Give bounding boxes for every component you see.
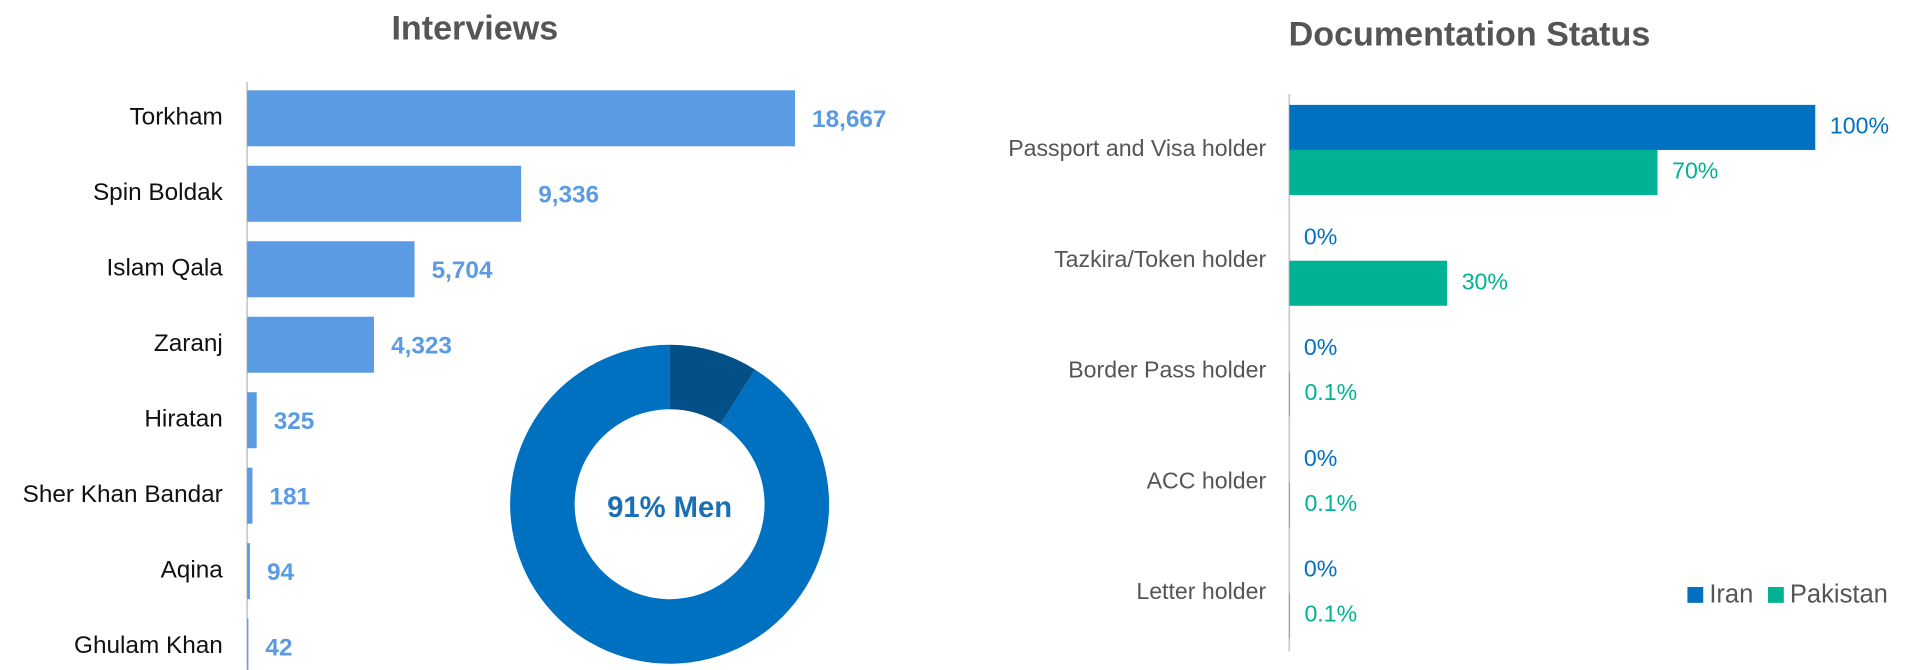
y-tick-label: Letter holder	[1136, 578, 1266, 604]
data-label: 0.1%	[1304, 490, 1357, 516]
data-label: 100%	[1830, 113, 1889, 139]
y-tick-label: Zaranj	[154, 330, 223, 357]
data-label: 181	[270, 484, 311, 511]
bar	[1289, 482, 1290, 528]
bar	[1289, 149, 1658, 195]
bar	[247, 543, 250, 600]
data-label: 0%	[1304, 445, 1337, 471]
y-tick-label: Hiratan	[144, 406, 222, 433]
bar	[247, 241, 415, 298]
bar	[247, 90, 796, 147]
data-label: 0.1%	[1304, 379, 1357, 405]
bar	[1289, 260, 1448, 306]
bar	[247, 392, 257, 449]
data-label: 18,667	[812, 106, 886, 133]
y-tick-label: Islam Qala	[107, 255, 224, 282]
donut-slice	[669, 344, 756, 425]
y-tick-label: Spin Boldak	[93, 179, 224, 206]
y-tick-label: Aqina	[161, 557, 224, 584]
data-label: 94	[267, 559, 295, 586]
data-label: 0%	[1304, 556, 1337, 582]
legend-label: Iran	[1709, 580, 1753, 608]
donut-slice	[510, 344, 830, 664]
legend-swatch	[1687, 587, 1704, 603]
y-tick-label: Tazkira/Token holder	[1054, 246, 1266, 272]
data-label: 0.1%	[1304, 601, 1357, 627]
bar	[247, 467, 253, 524]
data-label: 325	[274, 408, 315, 435]
bar	[247, 316, 375, 373]
chart-title: Interviews	[391, 10, 558, 48]
data-label: 5,704	[432, 257, 493, 284]
y-tick-label: Passport and Visa holder	[1008, 135, 1266, 161]
data-label: 70%	[1672, 158, 1718, 184]
y-tick-label: Sher Khan Bandar	[23, 481, 223, 508]
data-label: 4,323	[391, 333, 452, 360]
legend-swatch	[1767, 587, 1784, 603]
y-tick-label: Torkham	[130, 104, 223, 131]
bar	[1289, 593, 1290, 639]
bar	[247, 165, 522, 222]
data-label: 42	[265, 635, 292, 662]
data-label: 9,336	[538, 182, 599, 209]
data-label: 30%	[1462, 268, 1508, 294]
y-tick-label: Ghulam Khan	[74, 632, 223, 659]
legend-label: Pakistan	[1790, 580, 1888, 608]
data-label: 0%	[1304, 223, 1337, 249]
bar	[1289, 371, 1290, 417]
y-tick-label: ACC holder	[1147, 467, 1267, 493]
data-label: 0%	[1304, 334, 1337, 360]
chart-title: Documentation Status	[1289, 16, 1651, 54]
center-label: 91% Men	[607, 492, 732, 524]
y-tick-label: Border Pass holder	[1068, 357, 1266, 383]
bar	[1289, 104, 1816, 150]
bar	[247, 618, 249, 670]
